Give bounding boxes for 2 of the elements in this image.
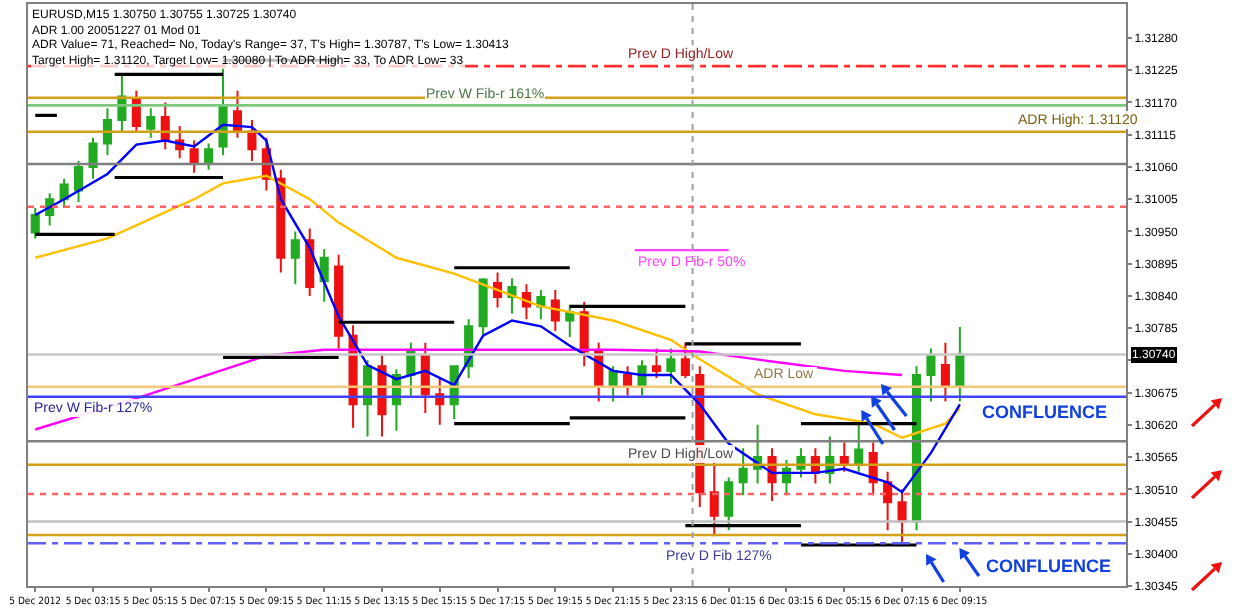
- annotation: CONFLUENCE: [986, 556, 1111, 576]
- annotation: CONFLUENCE: [982, 402, 1107, 422]
